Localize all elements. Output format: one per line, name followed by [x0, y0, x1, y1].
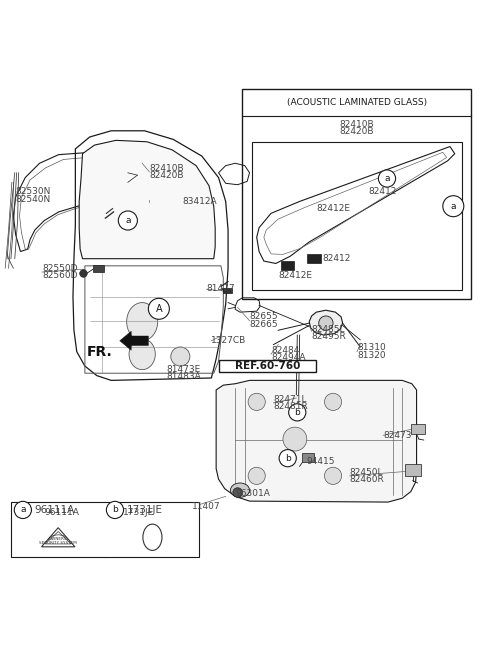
Text: 82420B: 82420B: [340, 127, 374, 136]
Polygon shape: [120, 331, 148, 350]
Text: 82494A: 82494A: [271, 353, 305, 362]
Circle shape: [248, 393, 265, 410]
Text: 96111A: 96111A: [35, 505, 75, 515]
Bar: [93, 265, 104, 272]
Bar: [302, 453, 314, 462]
Circle shape: [319, 316, 333, 330]
Bar: [307, 254, 321, 264]
Circle shape: [118, 211, 137, 230]
Text: 82655: 82655: [250, 312, 278, 322]
Ellipse shape: [127, 303, 157, 340]
Polygon shape: [309, 311, 343, 335]
Text: A: A: [156, 304, 162, 314]
Bar: [281, 261, 294, 270]
Text: b: b: [294, 408, 300, 417]
Bar: [252, 142, 462, 290]
Circle shape: [279, 450, 296, 467]
Text: 81477: 81477: [206, 284, 235, 293]
Circle shape: [443, 196, 464, 217]
Text: 82560D: 82560D: [42, 271, 77, 280]
Ellipse shape: [129, 339, 156, 370]
Circle shape: [80, 270, 87, 277]
Circle shape: [324, 393, 342, 410]
Text: 82460R: 82460R: [350, 475, 384, 484]
Text: b: b: [285, 454, 290, 463]
Circle shape: [324, 467, 342, 484]
Text: 82471L: 82471L: [274, 395, 307, 404]
Circle shape: [283, 427, 307, 451]
Text: 82481R: 82481R: [274, 402, 308, 411]
Circle shape: [171, 347, 190, 366]
Circle shape: [14, 501, 32, 519]
Text: b: b: [112, 505, 118, 514]
Text: 94415: 94415: [307, 457, 336, 466]
Text: REF.60-760: REF.60-760: [235, 361, 300, 371]
Circle shape: [233, 488, 242, 497]
Text: 96301A: 96301A: [235, 489, 270, 498]
Text: 82410B: 82410B: [149, 163, 184, 173]
Bar: [242, 89, 471, 299]
Text: 82550D: 82550D: [42, 264, 77, 273]
Text: OWNERS
SECURITY SYSTEM: OWNERS SECURITY SYSTEM: [39, 537, 77, 546]
Text: 82484: 82484: [271, 346, 300, 355]
Bar: [405, 464, 421, 476]
Circle shape: [107, 501, 123, 519]
Text: 82495R: 82495R: [312, 332, 347, 341]
Text: 1731JE: 1731JE: [123, 508, 155, 517]
Text: 1327CB: 1327CB: [211, 337, 247, 345]
Text: 82485L: 82485L: [312, 325, 345, 334]
Text: 81320: 81320: [357, 351, 385, 359]
Text: 82410B: 82410B: [340, 120, 374, 129]
Polygon shape: [79, 141, 215, 258]
Text: 1731JE: 1731JE: [127, 505, 163, 515]
Bar: [11, 502, 199, 557]
Text: 82412E: 82412E: [316, 204, 350, 213]
Circle shape: [148, 298, 169, 319]
Text: 81310: 81310: [357, 344, 385, 352]
Text: 82412E: 82412E: [278, 271, 312, 280]
Text: 81473E: 81473E: [166, 365, 200, 374]
Bar: [218, 360, 316, 372]
Bar: [223, 288, 232, 293]
Text: a: a: [125, 216, 131, 225]
Circle shape: [378, 170, 396, 187]
Text: a: a: [451, 202, 456, 211]
Circle shape: [288, 404, 306, 421]
Text: a: a: [384, 174, 390, 183]
Text: FR.: FR.: [86, 344, 112, 359]
Text: 11407: 11407: [192, 503, 221, 511]
Text: 82412: 82412: [323, 254, 351, 263]
Circle shape: [248, 467, 265, 484]
Text: 82450L: 82450L: [350, 468, 383, 477]
Text: 83412A: 83412A: [183, 197, 217, 206]
Polygon shape: [216, 380, 417, 502]
Text: 82665: 82665: [250, 320, 278, 329]
Text: 96111A: 96111A: [44, 508, 79, 517]
Text: 82540N: 82540N: [16, 195, 51, 204]
Ellipse shape: [230, 483, 250, 497]
Bar: [411, 424, 425, 434]
Text: 82412: 82412: [369, 187, 397, 197]
Text: 82420B: 82420B: [149, 171, 184, 180]
Text: a: a: [20, 505, 25, 514]
Text: 82473: 82473: [383, 431, 412, 440]
Text: (ACOUSTIC LAMINATED GLASS): (ACOUSTIC LAMINATED GLASS): [287, 98, 427, 107]
Text: 81483A: 81483A: [166, 372, 201, 381]
Text: 82530N: 82530N: [16, 187, 51, 197]
